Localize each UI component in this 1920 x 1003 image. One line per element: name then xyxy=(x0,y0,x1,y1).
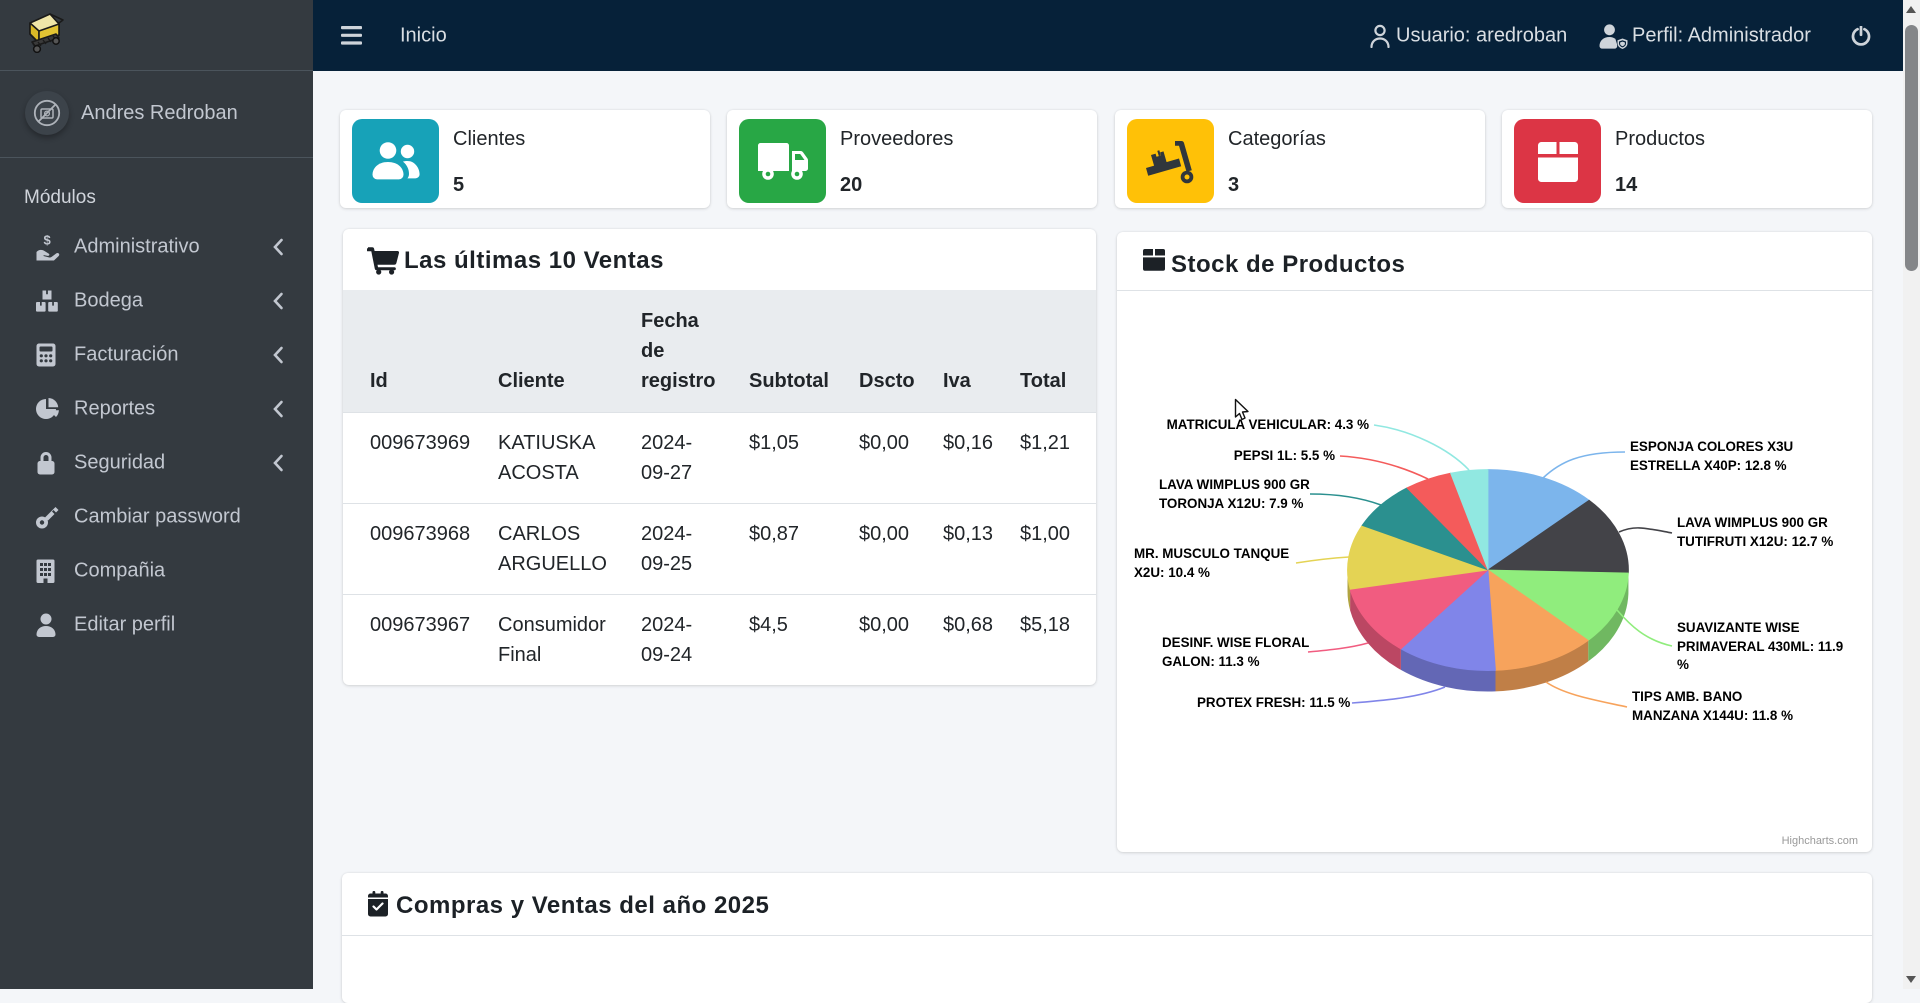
svg-text:$: $ xyxy=(44,234,52,248)
